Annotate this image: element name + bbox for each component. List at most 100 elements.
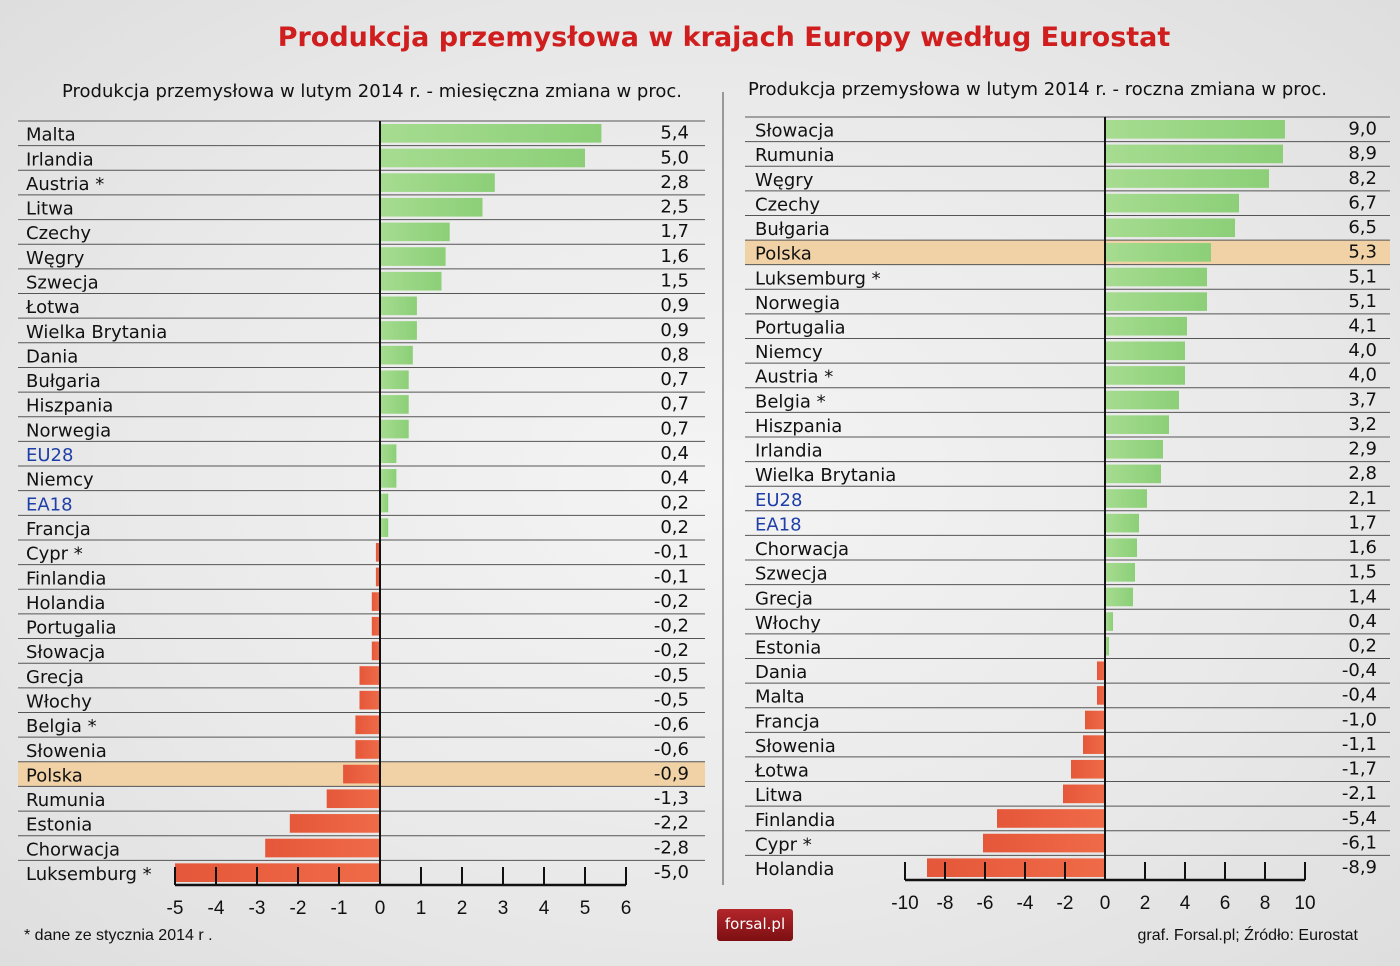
x-tick-label: 1	[416, 898, 427, 919]
category-label: Szwecja	[26, 273, 99, 294]
bar	[380, 173, 495, 192]
value-label: 0,7	[660, 418, 689, 439]
bar	[380, 247, 446, 266]
category-label: Finlandia	[755, 810, 835, 831]
value-label: 2,1	[1348, 488, 1377, 509]
category-label: Łotwa	[754, 761, 809, 782]
x-tick-label: 2	[457, 898, 468, 919]
category-label: Finlandia	[26, 568, 106, 589]
value-label: -0,2	[654, 616, 689, 637]
bar	[359, 690, 380, 710]
value-label: -2,2	[654, 813, 689, 834]
right-chart-title: Produkcja przemysłowa w lutym 2014 r. - …	[748, 79, 1327, 100]
category-label: Wielka Brytania	[26, 322, 167, 343]
value-label: 5,3	[1348, 242, 1377, 263]
x-tick-label: 0	[1100, 893, 1111, 914]
bar	[343, 764, 380, 784]
value-label: 1,6	[660, 246, 689, 267]
bar	[380, 395, 409, 414]
footnote: * dane ze stycznia 2014 r .	[24, 927, 213, 944]
value-label: 3,7	[1348, 389, 1377, 410]
x-tick-label: -1	[331, 898, 348, 919]
value-label: -0,1	[654, 542, 689, 563]
category-label: Chorwacja	[26, 839, 120, 860]
bar	[1097, 661, 1105, 681]
category-label: EU28	[755, 490, 802, 511]
bar	[289, 814, 380, 833]
category-label: Austria *	[755, 367, 833, 388]
category-label: Szwecja	[755, 564, 828, 585]
bar	[1105, 464, 1161, 484]
bar	[380, 419, 409, 439]
bar	[983, 833, 1105, 853]
category-label: Czechy	[755, 194, 820, 215]
bar	[1105, 366, 1185, 385]
x-tick-label: 2	[1140, 893, 1151, 914]
value-label: -0,4	[1342, 660, 1377, 681]
bar	[1105, 612, 1113, 631]
bar	[380, 469, 397, 488]
bar	[1105, 267, 1207, 287]
bar	[1063, 784, 1105, 804]
bar	[1105, 144, 1283, 164]
category-label: Portugalia	[755, 318, 846, 339]
value-label: 6,5	[1348, 217, 1377, 238]
category-label: Dania	[755, 662, 807, 683]
bar	[1105, 636, 1109, 656]
bar	[1105, 489, 1147, 508]
category-label: Grecja	[26, 667, 84, 688]
bar	[1105, 193, 1239, 213]
value-label: 4,1	[1348, 316, 1377, 337]
category-label: Malta	[26, 125, 76, 146]
category-label: Cypr *	[26, 544, 83, 565]
bar	[1105, 218, 1235, 238]
category-label: Słowenia	[755, 736, 836, 757]
bar	[1105, 341, 1185, 361]
bar	[1085, 710, 1105, 730]
x-tick-label: 8	[1260, 893, 1271, 914]
x-tick-label: -4	[1017, 893, 1034, 914]
value-label: -5,0	[654, 862, 689, 883]
category-label: Słowenia	[26, 741, 107, 762]
bar	[359, 666, 380, 685]
value-label: 4,0	[1348, 340, 1377, 361]
value-label: 1,5	[1348, 562, 1377, 583]
value-label: 0,7	[660, 369, 689, 390]
bar	[380, 321, 417, 340]
value-label: 1,7	[1348, 512, 1377, 533]
bar	[380, 493, 389, 513]
category-label: Bułgaria	[26, 371, 101, 392]
category-label: Bułgaria	[755, 219, 830, 240]
bar	[380, 345, 413, 365]
bar	[1105, 563, 1135, 582]
source-note: graf. Forsal.pl; Źródło: Eurostat	[1137, 925, 1358, 944]
value-label: -8,9	[1342, 857, 1377, 878]
value-label: 0,2	[660, 517, 689, 538]
bar	[326, 789, 380, 809]
x-tick-label: -2	[1057, 893, 1074, 914]
x-tick-label: -8	[937, 893, 954, 914]
bar	[1071, 759, 1105, 779]
category-label: Austria *	[26, 174, 104, 195]
x-tick-label: -10	[891, 893, 918, 914]
value-label: 2,8	[1348, 463, 1377, 484]
value-label: -0,6	[654, 714, 689, 735]
left-chart-title: Produkcja przemysłowa w lutym 2014 r. - …	[62, 81, 682, 102]
category-label: Hiszpania	[755, 416, 842, 437]
x-tick-label: 6	[1220, 893, 1231, 914]
category-label: Węgry	[26, 248, 85, 269]
category-label: Węgry	[755, 170, 814, 191]
value-label: 5,4	[660, 123, 689, 144]
forsal-logo[interactable]: forsal.pl	[717, 909, 793, 941]
bar	[371, 641, 380, 661]
value-label: -2,8	[654, 837, 689, 858]
value-label: 0,4	[1348, 611, 1377, 632]
value-label: 0,9	[660, 320, 689, 341]
value-label: -1,3	[654, 788, 689, 809]
category-label: Łotwa	[25, 297, 80, 318]
value-label: -0,5	[654, 689, 689, 710]
x-tick-label: -3	[249, 898, 266, 919]
category-label: Francja	[26, 519, 91, 540]
category-label: Irlandia	[755, 441, 823, 462]
